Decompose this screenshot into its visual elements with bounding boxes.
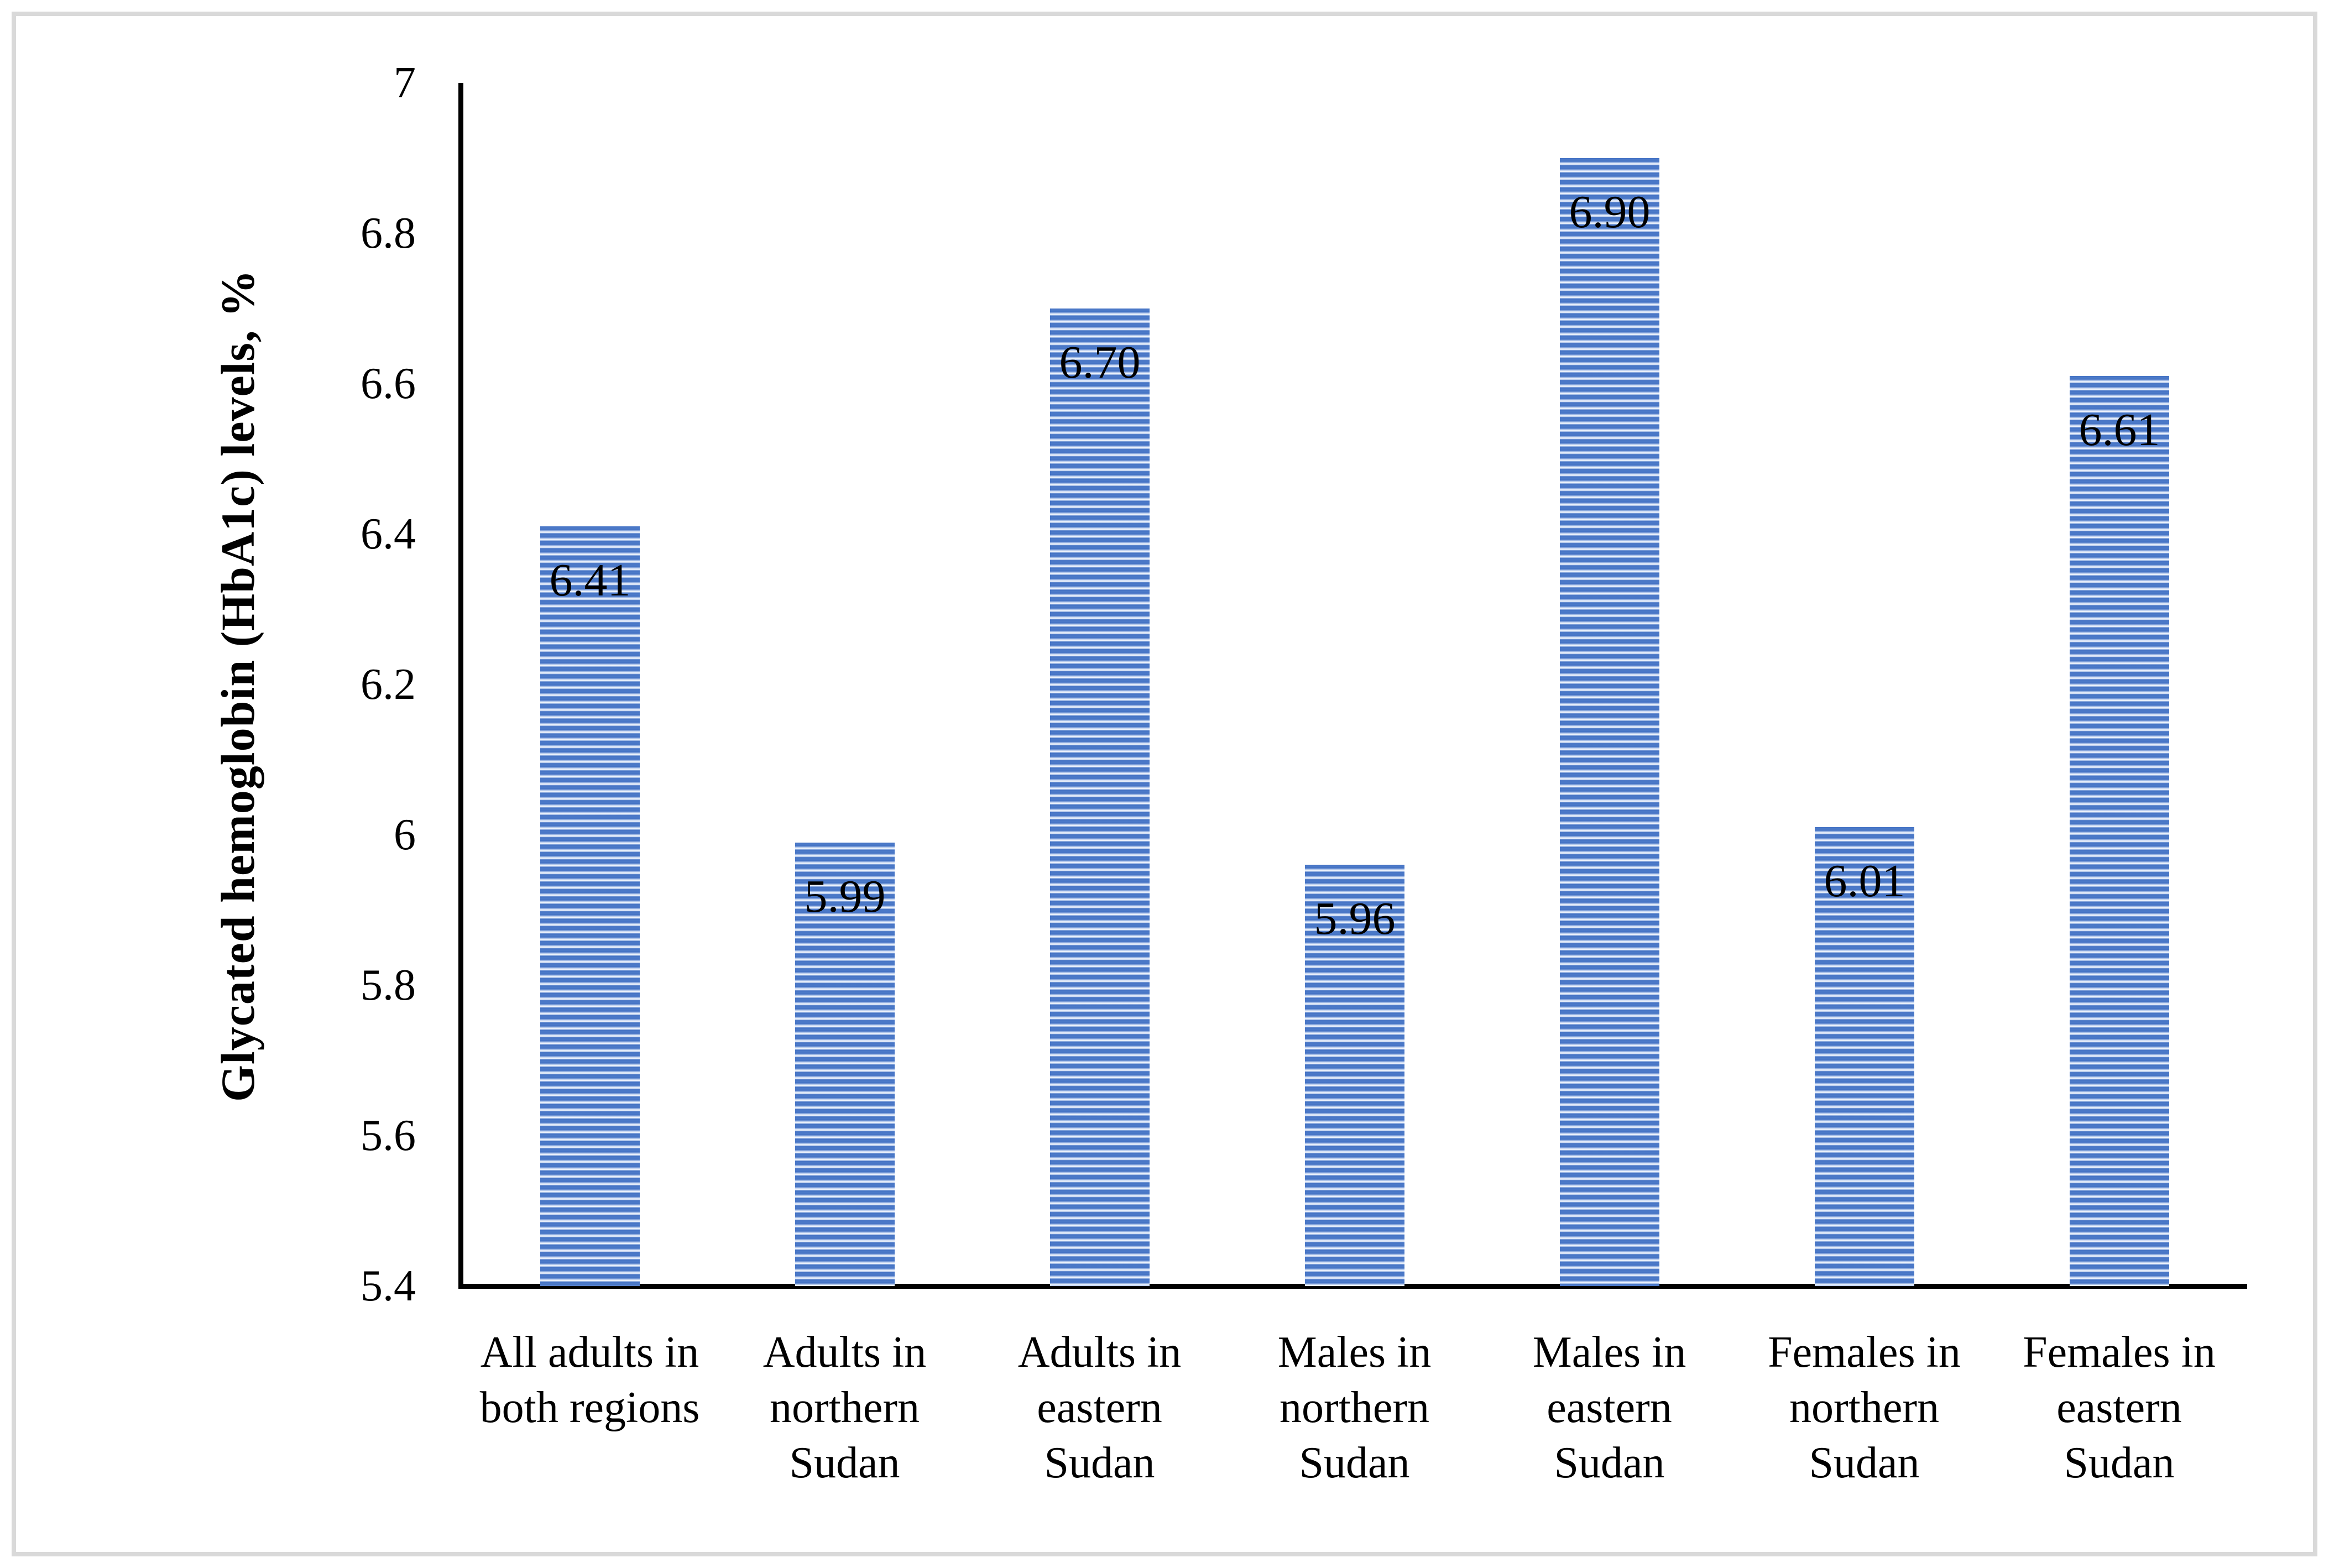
- category-label-line: northern: [1789, 1383, 1939, 1432]
- category-label-6: Females in northern Sudan: [1737, 1325, 1992, 1491]
- category-label-5: Males in eastern Sudan: [1482, 1325, 1737, 1491]
- category-label-line: Sudan: [1044, 1439, 1155, 1487]
- category-label-line: Females in: [2023, 1328, 2216, 1377]
- category-label-2: Adults in northern Sudan: [717, 1325, 972, 1491]
- x-axis-line: [458, 1284, 2247, 1289]
- category-label-1: All adults in both regions: [462, 1325, 717, 1435]
- y-tick-label-6.8: 6.8: [361, 209, 416, 258]
- category-label-line: northern: [769, 1383, 920, 1432]
- bar-5: [1560, 158, 1659, 1286]
- category-label-line: All adults in: [480, 1328, 699, 1377]
- y-tick-label-6: 6: [394, 811, 416, 859]
- category-label-7: Females in eastern Sudan: [1992, 1325, 2247, 1491]
- data-label-7: 6.61: [2079, 404, 2160, 456]
- category-label-line: both regions: [479, 1383, 700, 1432]
- y-tick-label-5.4: 5.4: [361, 1262, 416, 1310]
- y-tick-label-7: 7: [394, 59, 416, 107]
- y-tick-label-6.6: 6.6: [361, 359, 416, 408]
- y-tick-label-5.6: 5.6: [361, 1111, 416, 1160]
- category-label-line: Adults in: [1017, 1328, 1182, 1377]
- data-label-5: 6.90: [1569, 186, 1651, 238]
- category-label-line: eastern: [1037, 1383, 1162, 1432]
- bar-2: [795, 843, 895, 1286]
- category-label-4: Males in northern Sudan: [1227, 1325, 1482, 1491]
- category-label-line: Sudan: [1554, 1439, 1665, 1487]
- category-label-line: Females in: [1768, 1328, 1961, 1377]
- bar-3: [1050, 309, 1150, 1286]
- category-label-line: Sudan: [789, 1439, 900, 1487]
- category-label-line: Males in: [1277, 1328, 1432, 1377]
- data-label-6: 6.01: [1824, 855, 1905, 907]
- category-label-line: Sudan: [1299, 1439, 1410, 1487]
- category-label-line: Males in: [1532, 1328, 1686, 1377]
- category-label-line: Sudan: [1809, 1439, 1920, 1487]
- category-label-line: eastern: [2056, 1383, 2182, 1432]
- data-label-2: 5.99: [804, 871, 886, 922]
- bar-7: [2070, 376, 2169, 1286]
- data-label-3: 6.70: [1059, 337, 1141, 388]
- figure-border: [12, 12, 2317, 1556]
- y-tick-label-5.8: 5.8: [361, 961, 416, 1010]
- category-label-line: eastern: [1547, 1383, 1672, 1432]
- bar-6: [1815, 827, 1914, 1286]
- y-tick-label-6.2: 6.2: [361, 660, 416, 709]
- category-label-line: Adults in: [763, 1328, 927, 1377]
- category-label-line: Sudan: [2064, 1439, 2175, 1487]
- bar-4: [1305, 865, 1404, 1286]
- y-axis-line: [458, 83, 463, 1289]
- category-label-3: Adults in eastern Sudan: [972, 1325, 1227, 1491]
- data-label-1: 6.41: [549, 555, 631, 606]
- data-label-4: 5.96: [1314, 893, 1396, 944]
- category-label-line: northern: [1279, 1383, 1429, 1432]
- bar-1: [540, 526, 640, 1286]
- y-tick-label-6.4: 6.4: [361, 510, 416, 558]
